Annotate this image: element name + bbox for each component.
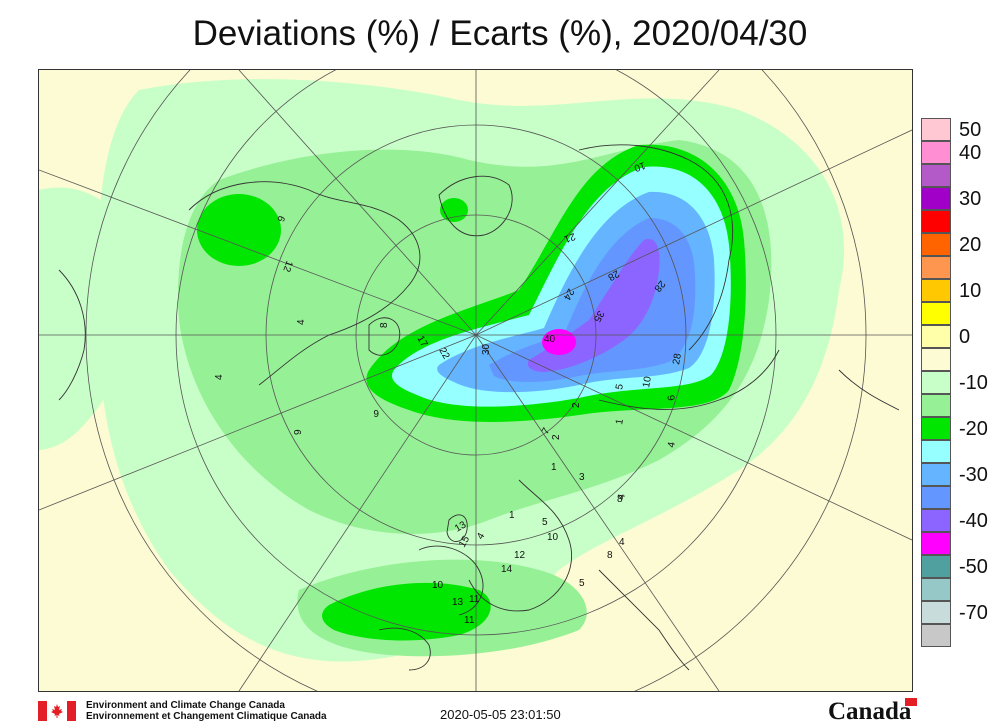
greenland-green-blob bbox=[440, 198, 468, 222]
legend-label: 50 bbox=[959, 119, 982, 141]
legend-label: -70 bbox=[959, 602, 988, 624]
legend-swatch bbox=[921, 164, 951, 187]
map-label: 13 bbox=[452, 597, 464, 608]
map-label: 10 bbox=[641, 375, 654, 388]
map-label: 10 bbox=[432, 580, 444, 591]
graticule bbox=[39, 70, 912, 691]
legend-swatch bbox=[921, 141, 951, 164]
map-label: 1 bbox=[509, 510, 515, 521]
map-label: 6 bbox=[274, 214, 286, 223]
legend-swatch bbox=[921, 463, 951, 486]
legend-label: -10 bbox=[959, 372, 988, 394]
canada-wordmark: Canada bbox=[828, 698, 918, 726]
map-label: 6 bbox=[373, 407, 379, 418]
map-label: 6 bbox=[666, 394, 678, 402]
legend-label: 30 bbox=[959, 188, 982, 210]
map-label: 4 bbox=[619, 537, 625, 548]
legend-swatch bbox=[921, 233, 951, 256]
canada-flag-icon bbox=[38, 701, 76, 721]
legend-label: -50 bbox=[959, 556, 988, 578]
agency-name-en: Environment and Climate Change Canada bbox=[86, 700, 285, 711]
map-label: 24 bbox=[561, 287, 576, 303]
map-label: 17 bbox=[414, 334, 429, 350]
legend-swatch bbox=[921, 601, 951, 624]
map-label: 5 bbox=[579, 578, 585, 589]
legend-swatch bbox=[921, 348, 951, 371]
legend-swatch bbox=[921, 256, 951, 279]
map-label: 3 bbox=[579, 472, 585, 483]
legend-swatch bbox=[921, 118, 951, 141]
legend-swatch bbox=[921, 532, 951, 555]
map-title: Deviations (%) / Ecarts (%), 2020/04/30 bbox=[192, 14, 808, 53]
map-label: 10 bbox=[632, 159, 647, 173]
legend-label: -30 bbox=[959, 464, 988, 486]
map-label: 5 bbox=[542, 517, 548, 528]
polar-map: 10 21 28 24 35 28 40 28 30 22 17 8 6 6 1… bbox=[38, 69, 913, 692]
map-label: 35 bbox=[591, 309, 606, 325]
map-label: 8 bbox=[379, 322, 390, 328]
legend-swatch bbox=[921, 555, 951, 578]
map-label: 13 bbox=[453, 519, 469, 534]
legend-swatch bbox=[921, 578, 951, 601]
legend-swatch bbox=[921, 279, 951, 302]
legend-swatch bbox=[921, 394, 951, 417]
legend-label: -40 bbox=[959, 510, 988, 532]
legend-swatch bbox=[921, 210, 951, 233]
map-label: 9 bbox=[293, 429, 304, 435]
map-label: 11 bbox=[469, 594, 480, 605]
legend-swatch bbox=[921, 509, 951, 532]
siberia-purple-zone bbox=[527, 239, 660, 372]
light-green-region-left bbox=[39, 187, 141, 450]
legend-swatch bbox=[921, 624, 951, 647]
legend-label: 20 bbox=[959, 234, 982, 256]
map-label: 11 bbox=[464, 615, 475, 626]
legend-label: 0 bbox=[959, 326, 971, 348]
map-label: 7 bbox=[540, 426, 553, 437]
legend-label: 10 bbox=[959, 280, 982, 302]
legend-swatch bbox=[921, 486, 951, 509]
map-value-labels: 10 21 28 24 35 28 40 28 30 22 17 8 6 6 1… bbox=[214, 159, 684, 626]
agency-signature: Environment and Climate Change Canada En… bbox=[38, 699, 327, 723]
map-label: 2 bbox=[571, 402, 582, 408]
legend-swatch bbox=[921, 187, 951, 210]
map-label: 10 bbox=[547, 532, 559, 543]
map-label: 30 bbox=[481, 343, 492, 355]
coastlines bbox=[58, 144, 900, 671]
legend-swatch bbox=[921, 417, 951, 440]
map-label: 1 bbox=[614, 418, 626, 426]
map-label: 8 bbox=[617, 494, 623, 505]
map-label: 1 bbox=[551, 462, 557, 473]
canada-wordmark-text: Canada bbox=[828, 698, 912, 725]
siberia-magenta-core bbox=[542, 329, 576, 355]
europe-bright-green bbox=[322, 582, 491, 641]
legend-swatch bbox=[921, 325, 951, 348]
legend-swatch bbox=[921, 440, 951, 463]
legend-label: -20 bbox=[959, 418, 988, 440]
map-label: 22 bbox=[436, 346, 451, 362]
map-label: 12 bbox=[514, 550, 526, 561]
map-label: 21 bbox=[562, 230, 577, 244]
map-label: 8 bbox=[607, 550, 613, 561]
map-label: 4 bbox=[475, 531, 488, 542]
map-label: 28 bbox=[605, 267, 621, 282]
map-label: 14 bbox=[501, 564, 513, 575]
map-label: 40 bbox=[544, 334, 556, 345]
legend-swatch bbox=[921, 302, 951, 325]
map-label: 2 bbox=[551, 434, 562, 440]
map-label: 4 bbox=[214, 374, 225, 380]
map-label: 5 bbox=[614, 383, 626, 391]
legend-label: 40 bbox=[959, 142, 982, 164]
legend-swatch bbox=[921, 371, 951, 394]
wordmark-flag-icon bbox=[905, 698, 918, 706]
generation-timestamp: 2020-05-05 23:01:50 bbox=[440, 707, 561, 722]
map-label: 12 bbox=[280, 259, 294, 274]
map-label: 15 bbox=[457, 534, 472, 550]
map-label: 4 bbox=[666, 441, 678, 449]
map-canvas: 10 21 28 24 35 28 40 28 30 22 17 8 6 6 1… bbox=[39, 70, 912, 691]
map-label: 28 bbox=[671, 352, 684, 365]
map-label: 4 bbox=[616, 493, 628, 501]
map-label: 4 bbox=[296, 319, 307, 325]
alaska-green-blob bbox=[197, 194, 281, 266]
agency-name-fr: Environnement et Changement Climatique C… bbox=[86, 711, 327, 722]
